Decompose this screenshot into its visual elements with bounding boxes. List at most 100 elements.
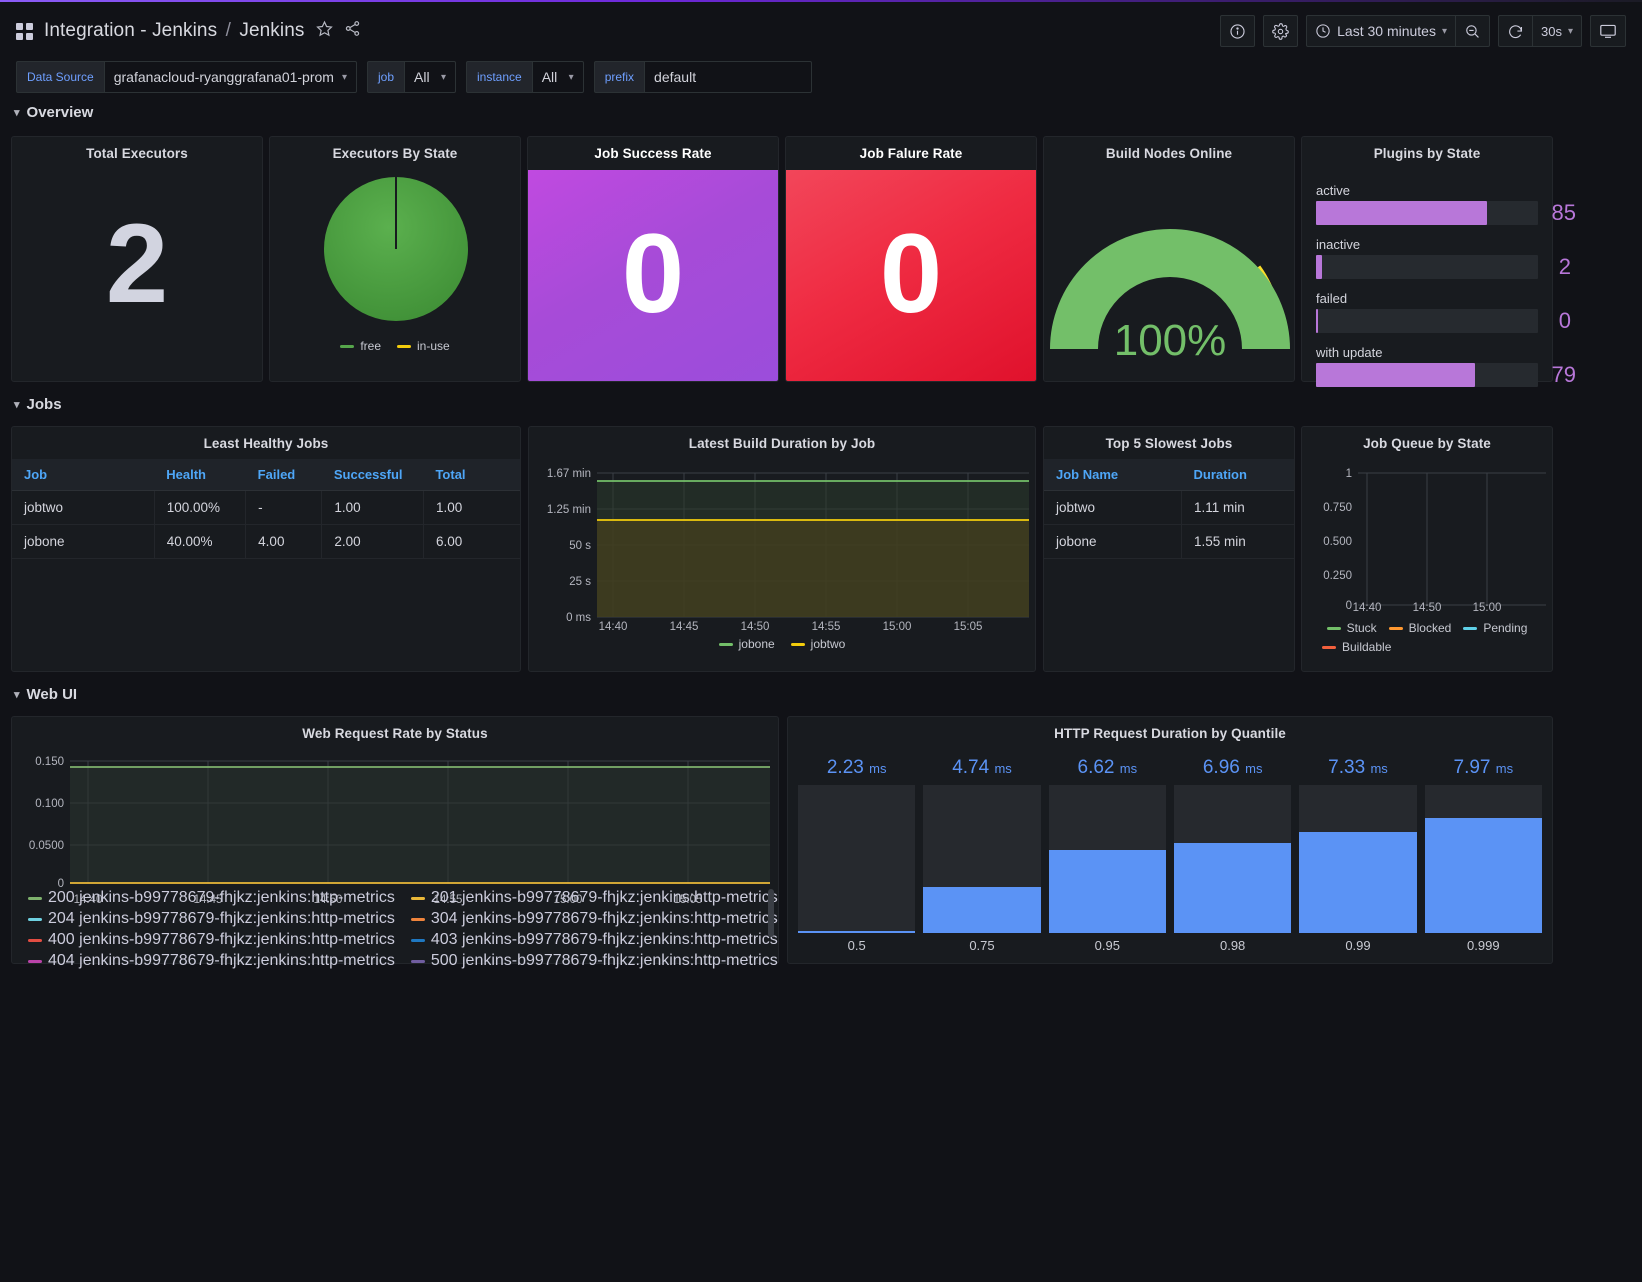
legend-item-500[interactable]: 500 jenkins-b99778679-fhjkz:jenkins:http… [410,952,778,970]
star-icon[interactable] [315,20,333,42]
cell-duration: 1.55 min [1181,524,1294,559]
variable-value-prefix: default [654,69,697,85]
legend-latest-build-duration: jobone jobtwo [529,637,1035,651]
info-button[interactable] [1220,15,1256,47]
refresh-interval-picker[interactable]: 30s ▾ [1532,15,1582,47]
section-title-overview: Overview [26,104,94,121]
time-range-controls: Last 30 minutes ▾ [1306,15,1490,47]
legend-item-jobtwo[interactable]: jobtwo [790,637,845,651]
time-range-picker[interactable]: Last 30 minutes ▾ [1306,15,1455,47]
svg-text:14:50: 14:50 [741,621,770,631]
chevron-down-icon: ▾ [14,107,20,119]
column-header-health[interactable]: Health [154,459,246,491]
legend-label: 400 jenkins-b99778679-fhjkz:jenkins:http… [48,931,395,948]
legend-label: 200 jenkins-b99778679-fhjkz:jenkins:http… [48,889,395,906]
legend-item-stuck[interactable]: Stuck [1326,621,1377,635]
xaxis-job-queue: 14:40 14:50 15:00 [1353,602,1502,614]
legend-item-in-use[interactable]: in-use [397,339,450,353]
legend-scrollbar[interactable] [768,889,774,937]
svg-text:0: 0 [58,878,64,889]
svg-text:0 ms: 0 ms [566,612,591,624]
bar-category-label: 0.99 [1345,938,1371,953]
column-header-successful[interactable]: Successful [321,459,424,491]
column-header-failed[interactable]: Failed [245,459,322,491]
legend-item-304[interactable]: 304 jenkins-b99778679-fhjkz:jenkins:http… [410,910,778,928]
svg-text:0.0500: 0.0500 [29,840,64,852]
section-header-webui[interactable]: ▾ Web UI [14,686,77,703]
bar-track [798,785,916,933]
legend-item-200[interactable]: 200 jenkins-b99778679-fhjkz:jenkins:http… [28,889,395,907]
panel-latest-build-duration: Latest Build Duration by Job 1.67 min 1.… [528,426,1036,672]
legend-item-201[interactable]: 201 jenkins-b99778679-fhjkz:jenkins:http… [410,889,778,907]
table-top5-slowest-jobs: Job Name Duration jobtwo 1.11 min jobone… [1044,459,1294,559]
barchart-http-duration-quantile: 2.23 ms 0.5 4.74 ms 0.75 6.62 ms 0.95 6.… [798,757,1542,953]
panel-top5-slowest-jobs: Top 5 Slowest Jobs Job Name Duration job… [1043,426,1295,672]
svg-text:15:00: 15:00 [1473,602,1502,614]
section-header-overview[interactable]: ▾ Overview [14,104,93,121]
panel-total-executors: Total Executors 2 [11,136,263,382]
legend-item-403[interactable]: 403 jenkins-b99778679-fhjkz:jenkins:http… [410,931,778,949]
bargauge-track: 0 [1316,308,1571,333]
legend-item-blocked[interactable]: Blocked [1388,621,1452,635]
legend-item-pending[interactable]: Pending [1463,621,1527,635]
bargauge-fill [1316,255,1322,279]
table-header-row: Job Health Failed Successful Total [12,459,520,491]
breadcrumb-current[interactable]: Jenkins [239,20,305,41]
legend-label: free [360,339,381,353]
section-header-jobs[interactable]: ▾ Jobs [14,396,62,413]
cell-total: 6.00 [423,524,520,559]
column-header-job-name[interactable]: Job Name [1044,459,1182,491]
legend-label: Blocked [1408,621,1452,635]
legend-item-404[interactable]: 404 jenkins-b99778679-fhjkz:jenkins:http… [28,952,395,970]
svg-text:14:55: 14:55 [812,621,841,631]
bar-track [1048,785,1166,933]
panel-title-top5-slowest-jobs: Top 5 Slowest Jobs [1105,436,1233,451]
svg-text:15:00: 15:00 [554,894,583,906]
legend-item-204[interactable]: 204 jenkins-b99778679-fhjkz:jenkins:http… [28,910,395,928]
bargauge-label: failed [1316,291,1348,306]
zoom-out-button[interactable] [1455,15,1490,47]
variable-input-prefix[interactable]: default [644,61,813,93]
cell-failed: - [245,490,323,525]
legend-item-jobone[interactable]: jobone [718,637,775,651]
svg-text:15:05: 15:05 [954,621,983,631]
variable-select-job[interactable]: All ▾ [404,61,456,93]
bargauge-fill [1316,201,1487,225]
cell-successful: 2.00 [321,524,424,559]
tv-mode-button[interactable] [1590,15,1626,47]
bargauge-row-active: active 85 [1316,183,1576,225]
variable-label-job: job [366,61,404,93]
svg-text:0.250: 0.250 [1323,570,1352,582]
panel-job-queue-by-state: Job Queue by State 1 0.750 0.500 0.250 0… [1301,426,1553,672]
share-icon[interactable] [344,20,361,42]
bargauge-value: 79 [1551,362,1576,387]
legend-item-free[interactable]: free [340,339,381,353]
settings-button[interactable] [1263,15,1299,47]
stat-value-job-failure-rate: 0 [879,210,943,336]
refresh-button[interactable] [1498,15,1532,47]
legend-swatch [790,642,805,646]
bargauge-value: 0 [1558,308,1571,333]
chevron-down-icon: ▾ [568,71,574,83]
time-range-label: Last 30 minutes [1337,23,1436,39]
variable-select-instance[interactable]: All ▾ [531,61,584,93]
variable-select-datasource[interactable]: grafanacloud-ryanggrafana01-prom ▾ [103,61,357,93]
column-header-duration[interactable]: Duration [1181,459,1294,491]
panel-title-web-request-rate: Web Request Rate by Status [302,726,488,741]
column-header-total[interactable]: Total [423,459,520,491]
legend-label: 500 jenkins-b99778679-fhjkz:jenkins:http… [430,952,778,969]
legend-swatch [410,917,425,921]
legend-item-400[interactable]: 400 jenkins-b99778679-fhjkz:jenkins:http… [28,931,395,949]
bargauge-track: 2 [1316,254,1571,279]
legend-item-buildable[interactable]: Buildable [1316,640,1538,654]
svg-text:0.500: 0.500 [1323,536,1352,548]
bargauge-track: 79 [1316,362,1576,387]
svg-text:1.67 min: 1.67 min [547,468,591,480]
panel-job-failure-rate: Job Falure Rate 0 [785,136,1037,382]
breadcrumb-root[interactable]: Integration - Jenkins [44,20,218,41]
legend-swatch [28,959,42,963]
panel-plugins-by-state: Plugins by State active 85 inactive 2 fa… [1301,136,1576,387]
column-header-job[interactable]: Job [12,459,155,491]
gauge-value-label: 100% [1114,316,1227,365]
